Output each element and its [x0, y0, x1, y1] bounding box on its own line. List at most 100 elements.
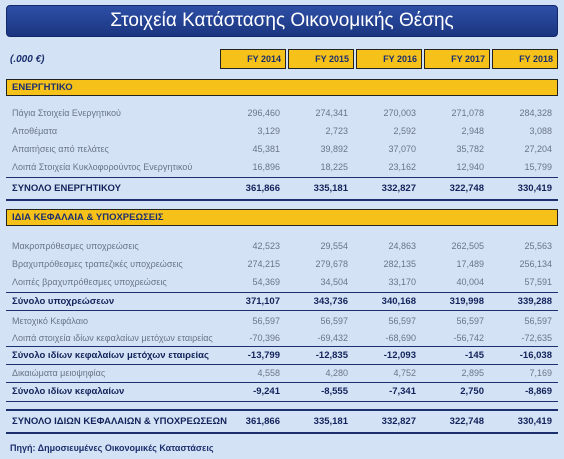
cell-value: 56,597	[388, 316, 416, 326]
assets-total-row: ΣΥΝΟΛΟ ΕΝΕΡΓΗΤΙΚΟΥ 361,866 335,181 332,827 3…	[6, 178, 558, 198]
cell-value: -56,742	[453, 333, 484, 343]
cell-value: 56,597	[524, 316, 552, 326]
cell-value: -145	[464, 350, 484, 361]
equity-section-header: ΙΔΙΑ ΚΕΦΑΛΑΙΑ & ΥΠΟΧΡΕΩΣΕΙΣ	[6, 209, 558, 226]
cell-value: 361,866	[245, 416, 280, 427]
equity-subtotal-row: Σύνολο ιδίων κεφαλαίων μετόχων εταιρείας…	[6, 347, 558, 364]
liabilities-total-row: Σύνολο υποχρεώσεων 371,107 343,736 340,168 3…	[6, 293, 558, 310]
cell-value: 335,181	[313, 416, 348, 427]
cell-value: 279,678	[315, 259, 348, 269]
row-label: Μετοχικό Κεφάλαιο	[12, 316, 88, 326]
row-label: Δικαιώματα μειοψηφίας	[12, 368, 106, 378]
assets-section-header: ΕΝΕΡΓΗΤΙΚΟ	[6, 79, 558, 96]
cell-value: 256,134	[519, 259, 552, 269]
cell-value: 40,004	[456, 277, 484, 287]
cell-value: -12,093	[383, 350, 416, 361]
divider	[6, 199, 558, 201]
cell-value: -69,432	[317, 333, 348, 343]
source-note: Πηγή: Δημοσιευμένες Οικονομικές Καταστάσ…	[10, 443, 214, 453]
row-label: Μακροπρόθεσμες υποχρεώσεις	[12, 241, 139, 251]
cell-value: -16,038	[519, 350, 552, 361]
cell-value: 39,892	[320, 144, 348, 154]
divider	[6, 364, 558, 365]
cell-value: 2,895	[461, 368, 484, 378]
cell-value: -70,396	[249, 333, 280, 343]
cell-value: -12,835	[315, 350, 348, 361]
row-label: Αποθέματα	[12, 126, 58, 136]
cell-value: 18,225	[320, 162, 348, 172]
row-label: Σύνολο ιδίων κεφαλαίων μετόχων εταιρείας	[12, 350, 209, 361]
cell-value: 56,597	[456, 316, 484, 326]
cell-value: 15,799	[524, 162, 552, 172]
row-label: Πάγια Στοιχεία Ενεργητικού	[12, 108, 121, 118]
cell-value: 42,523	[252, 241, 280, 251]
cell-value: 27,204	[524, 144, 552, 154]
table-row: Λοιπά στοιχεία ιδίων κεφαλαίων μετόχων ε…	[6, 330, 558, 347]
cell-value: 319,998	[449, 296, 484, 307]
grand-total-row: ΣΥΝΟΛΟ ΙΔΙΩΝ ΚΕΦΑΛΑΙΩΝ & ΥΠΟΧΡΕΩΣΕΩΝ 361,…	[6, 411, 558, 431]
year-header: FY 2016	[356, 49, 422, 69]
cell-value: 33,170	[388, 277, 416, 287]
table-row: Μετοχικό Κεφάλαιο 56,597 56,597 56,597 56,59…	[6, 313, 558, 330]
table-row: Πάγια Στοιχεία Ενεργητικού 296,460 274,341…	[6, 105, 558, 122]
row-label: Λοιπά στοιχεία ιδίων κεφαλαίων μετόχων ε…	[12, 333, 213, 343]
cell-value: 12,940	[456, 162, 484, 172]
year-header: FY 2017	[424, 49, 490, 69]
cell-value: 322,748	[449, 416, 484, 427]
divider	[6, 401, 558, 402]
cell-value: 296,460	[247, 108, 280, 118]
table-row: Λοιπά Στοιχεία Κυκλοφορούντος Ενεργητικο…	[6, 159, 558, 176]
cell-value: -8,555	[321, 386, 348, 397]
row-label: Λοιπά Στοιχεία Κυκλοφορούντος Ενεργητικο…	[12, 162, 193, 172]
cell-value: 332,827	[381, 416, 416, 427]
cell-value: 35,782	[456, 144, 484, 154]
page-title: Στοιχεία Κατάστασης Οικονομικής Θέσης	[6, 5, 558, 37]
divider	[6, 177, 558, 178]
cell-value: 322,748	[449, 183, 484, 194]
divider	[6, 292, 558, 293]
divider	[6, 382, 558, 383]
cell-value: 45,381	[252, 144, 280, 154]
cell-value: 2,723	[325, 126, 348, 136]
divider	[6, 310, 558, 311]
cell-value: 271,078	[451, 108, 484, 118]
cell-value: 2,948	[461, 126, 484, 136]
cell-value: 4,280	[325, 368, 348, 378]
cell-value: 23,162	[388, 162, 416, 172]
cell-value: 29,554	[320, 241, 348, 251]
cell-value: 282,135	[383, 259, 416, 269]
cell-value: 56,597	[252, 316, 280, 326]
row-label: Λοιπές βραχυπρόθεσμες υποχρεώσεις	[12, 277, 167, 287]
divider	[6, 432, 558, 434]
cell-value: 24,863	[388, 241, 416, 251]
row-label: Σύνολο υποχρεώσεων	[12, 296, 115, 307]
table-row: Λοιπές βραχυπρόθεσμες υποχρεώσεις 54,369 3…	[6, 274, 558, 291]
cell-value: 37,070	[388, 144, 416, 154]
cell-value: -9,241	[253, 386, 280, 397]
cell-value: 340,168	[381, 296, 416, 307]
cell-value: 16,896	[252, 162, 280, 172]
cell-value: 274,341	[315, 108, 348, 118]
cell-value: 335,181	[313, 183, 348, 194]
table-row: Απαιτήσεις από πελάτες 45,381 39,892 37,070…	[6, 141, 558, 158]
row-label: Σύνολο ιδίων κεφαλαίων	[12, 386, 125, 397]
cell-value: 4,752	[393, 368, 416, 378]
year-header-row: (.000 €) FY 2014 FY 2015 FY 2016 FY 2017…	[6, 49, 558, 71]
cell-value: 7,169	[529, 368, 552, 378]
cell-value: 4,558	[257, 368, 280, 378]
cell-value: 57,591	[524, 277, 552, 287]
cell-value: -68,690	[385, 333, 416, 343]
cell-value: 2,592	[393, 126, 416, 136]
table-row: Βραχυπρόθεσμες τραπεζικές υποχρεώσεις 274…	[6, 256, 558, 273]
cell-value: 54,369	[252, 277, 280, 287]
equity-total-row: Σύνολο ιδίων κεφαλαίων -9,241 -8,555 -7,341…	[6, 383, 558, 400]
table-row: Μακροπρόθεσμες υποχρεώσεις 42,523 29,554 24…	[6, 238, 558, 255]
cell-value: 371,107	[245, 296, 280, 307]
row-label: ΣΥΝΟΛΟ ΙΔΙΩΝ ΚΕΦΑΛΑΙΩΝ & ΥΠΟΧΡΕΩΣΕΩΝ	[12, 416, 227, 427]
cell-value: 330,419	[517, 416, 552, 427]
cell-value: 330,419	[517, 183, 552, 194]
units-label: (.000 €)	[10, 54, 45, 65]
cell-value: 284,328	[519, 108, 552, 118]
cell-value: 3,088	[529, 126, 552, 136]
cell-value: -13,799	[247, 350, 280, 361]
